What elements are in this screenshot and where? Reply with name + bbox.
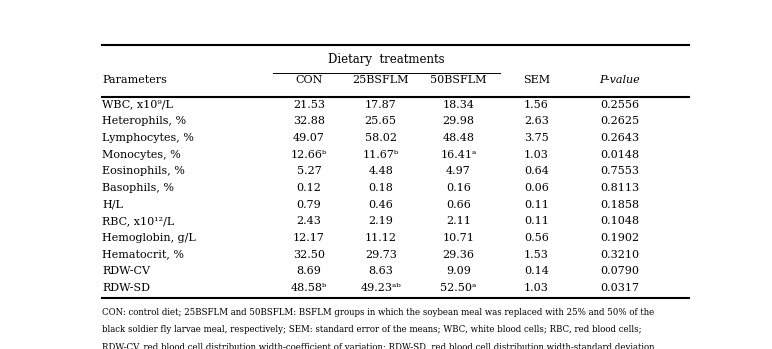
Text: 49.07: 49.07 xyxy=(293,133,325,143)
Text: Lymphocytes, %: Lymphocytes, % xyxy=(103,133,195,143)
Text: 21.53: 21.53 xyxy=(293,100,325,110)
Text: 0.56: 0.56 xyxy=(524,233,549,243)
Text: 0.11: 0.11 xyxy=(524,216,549,226)
Text: 32.50: 32.50 xyxy=(293,250,325,260)
Text: 0.8113: 0.8113 xyxy=(601,183,639,193)
Text: Hemoglobin, g/L: Hemoglobin, g/L xyxy=(103,233,196,243)
Text: 0.46: 0.46 xyxy=(368,200,393,210)
Text: 4.97: 4.97 xyxy=(446,166,471,176)
Text: 0.2643: 0.2643 xyxy=(601,133,639,143)
Text: Eosinophils, %: Eosinophils, % xyxy=(103,166,185,176)
Text: 29.98: 29.98 xyxy=(442,116,475,126)
Text: 2.19: 2.19 xyxy=(368,216,393,226)
Text: 0.0148: 0.0148 xyxy=(601,150,639,159)
Text: CON: control diet; 25BSFLM and 50BSFLM: BSFLM groups in which the soybean meal w: CON: control diet; 25BSFLM and 50BSFLM: … xyxy=(103,308,655,317)
Text: 0.12: 0.12 xyxy=(296,183,321,193)
Text: 5.27: 5.27 xyxy=(296,166,321,176)
Text: 49.23ᵃᵇ: 49.23ᵃᵇ xyxy=(361,283,401,293)
Text: 12.17: 12.17 xyxy=(293,233,325,243)
Text: 0.1048: 0.1048 xyxy=(601,216,639,226)
Text: 0.2625: 0.2625 xyxy=(601,116,639,126)
Text: 9.09: 9.09 xyxy=(446,266,471,276)
Text: 52.50ᵃ: 52.50ᵃ xyxy=(440,283,476,293)
Text: Dietary  treatments: Dietary treatments xyxy=(328,53,445,66)
Text: 32.88: 32.88 xyxy=(293,116,325,126)
Text: 11.12: 11.12 xyxy=(364,233,397,243)
Text: RDW-CV: RDW-CV xyxy=(103,266,151,276)
Text: 0.0790: 0.0790 xyxy=(601,266,639,276)
Text: Monocytes, %: Monocytes, % xyxy=(103,150,181,159)
Text: 0.3210: 0.3210 xyxy=(601,250,639,260)
Text: 17.87: 17.87 xyxy=(365,100,397,110)
Text: RBC, x10¹²/L: RBC, x10¹²/L xyxy=(103,216,174,226)
Text: 11.67ᵇ: 11.67ᵇ xyxy=(363,150,399,159)
Text: 12.66ᵇ: 12.66ᵇ xyxy=(291,150,327,159)
Text: 0.66: 0.66 xyxy=(446,200,471,210)
Text: 0.79: 0.79 xyxy=(296,200,321,210)
Text: Basophils, %: Basophils, % xyxy=(103,183,174,193)
Text: 0.18: 0.18 xyxy=(368,183,393,193)
Text: RDW-SD: RDW-SD xyxy=(103,283,151,293)
Text: 1.03: 1.03 xyxy=(524,150,549,159)
Text: 0.1858: 0.1858 xyxy=(601,200,639,210)
Text: 8.63: 8.63 xyxy=(368,266,393,276)
Text: 4.48: 4.48 xyxy=(368,166,393,176)
Text: 29.73: 29.73 xyxy=(364,250,397,260)
Text: 0.0317: 0.0317 xyxy=(601,283,639,293)
Text: 50BSFLM: 50BSFLM xyxy=(430,75,486,86)
Text: 0.2556: 0.2556 xyxy=(601,100,639,110)
Text: 3.75: 3.75 xyxy=(524,133,549,143)
Text: 10.71: 10.71 xyxy=(442,233,475,243)
Text: 0.16: 0.16 xyxy=(446,183,471,193)
Text: 1.56: 1.56 xyxy=(524,100,549,110)
Text: 0.1902: 0.1902 xyxy=(601,233,639,243)
Text: 48.48: 48.48 xyxy=(442,133,475,143)
Text: 2.11: 2.11 xyxy=(446,216,471,226)
Text: 48.58ᵇ: 48.58ᵇ xyxy=(291,283,327,293)
Text: black soldier fly larvae meal, respectively; SEM: standard error of the means; W: black soldier fly larvae meal, respectiv… xyxy=(103,325,642,334)
Text: 1.03: 1.03 xyxy=(524,283,549,293)
Text: Heterophils, %: Heterophils, % xyxy=(103,116,187,126)
Text: 8.69: 8.69 xyxy=(296,266,321,276)
Text: 0.06: 0.06 xyxy=(524,183,549,193)
Text: 16.41ᵃ: 16.41ᵃ xyxy=(440,150,476,159)
Text: 25BSFLM: 25BSFLM xyxy=(353,75,409,86)
Text: 0.7553: 0.7553 xyxy=(601,166,639,176)
Text: H/L: H/L xyxy=(103,200,124,210)
Text: Parameters: Parameters xyxy=(103,75,168,86)
Text: 2.63: 2.63 xyxy=(524,116,549,126)
Text: 0.11: 0.11 xyxy=(524,200,549,210)
Text: CON: CON xyxy=(295,75,323,86)
Text: WBC, x10⁹/L: WBC, x10⁹/L xyxy=(103,100,174,110)
Text: P-value: P-value xyxy=(600,75,641,86)
Text: 25.65: 25.65 xyxy=(364,116,397,126)
Text: 18.34: 18.34 xyxy=(442,100,475,110)
Text: 1.53: 1.53 xyxy=(524,250,549,260)
Text: Hematocrit, %: Hematocrit, % xyxy=(103,250,185,260)
Text: 0.64: 0.64 xyxy=(524,166,549,176)
Text: 58.02: 58.02 xyxy=(364,133,397,143)
Text: RDW-CV, red blood cell distribution width-coefficient of variation; RDW-SD, red : RDW-CV, red blood cell distribution widt… xyxy=(103,343,655,349)
Text: SEM: SEM xyxy=(523,75,550,86)
Text: 0.14: 0.14 xyxy=(524,266,549,276)
Text: 2.43: 2.43 xyxy=(296,216,321,226)
Text: 29.36: 29.36 xyxy=(442,250,475,260)
